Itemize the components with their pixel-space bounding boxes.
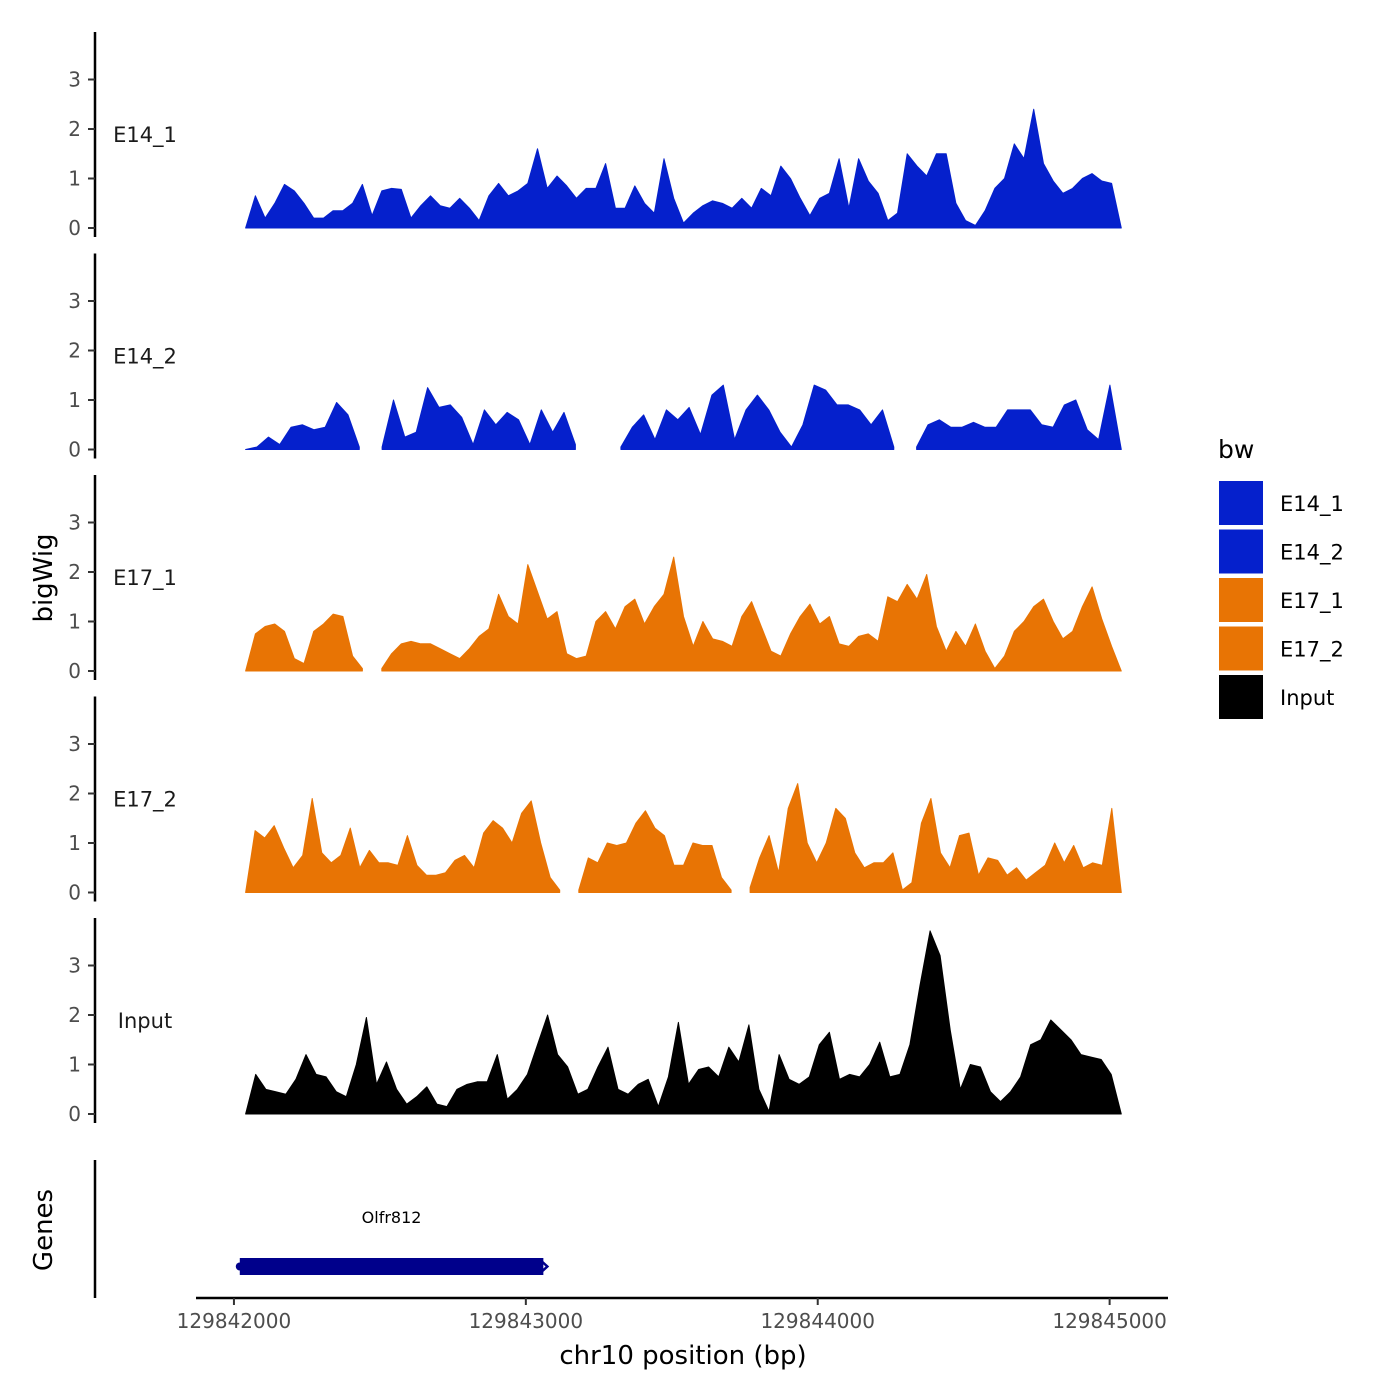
gene-body <box>239 1258 544 1275</box>
y-tick-label: 3 <box>68 732 81 756</box>
signal-area <box>578 810 732 893</box>
y-tick-label: 3 <box>68 68 81 92</box>
track-e17-1: 0 1 2 3 E17_1 <box>68 475 1122 683</box>
legend-swatch <box>1217 479 1265 527</box>
signal-area <box>245 930 1122 1115</box>
x-axis-title: chr10 position (bp) <box>559 1341 806 1371</box>
legend-title: bw <box>1218 435 1254 464</box>
genes-panel: Olfr812 <box>93 1160 550 1298</box>
legend-item: E14_2 <box>1217 527 1344 576</box>
legend-item: E17_1 <box>1217 576 1344 624</box>
legend-swatch <box>1217 576 1265 624</box>
y-tick-label: 0 <box>68 1102 81 1126</box>
track-label: E17_1 <box>113 566 177 591</box>
y-tick-label: 2 <box>68 339 81 363</box>
signal-area <box>381 387 576 450</box>
track-e17-2: 0 1 2 3 E17_2 <box>68 696 1122 905</box>
y-tick-label: 2 <box>68 782 81 806</box>
y-tick-label: 2 <box>68 117 81 141</box>
signal-tracks: 0 1 2 3 E14_1 0 1 2 3 E14_2 0 1 2 3 E17_1 0 1 2 3 E17_2 0 1 2 3… <box>68 32 1122 1126</box>
x-tick-label: 129843000 <box>469 1309 584 1333</box>
gene-label: Olfr812 <box>362 1208 422 1227</box>
y-tick-label: 2 <box>68 560 81 584</box>
track-label: Input <box>118 1009 172 1033</box>
signal-area <box>916 384 1122 450</box>
legend-label: E14_1 <box>1280 492 1344 517</box>
signal-area <box>245 108 1122 229</box>
y-tick-label: 0 <box>68 438 81 462</box>
track-label: E17_2 <box>113 788 177 813</box>
y-tick-label: 1 <box>68 388 81 412</box>
y-tick-label: 3 <box>68 511 81 535</box>
legend-label: Input <box>1280 686 1334 710</box>
legend-swatch <box>1217 673 1265 721</box>
y-tick-label: 0 <box>68 881 81 905</box>
signal-area <box>245 798 561 893</box>
track-label: E14_1 <box>113 123 177 148</box>
signal-area <box>749 783 1122 893</box>
genes-axis-title: Genes <box>29 1189 59 1271</box>
y-tick-label: 3 <box>68 954 81 978</box>
legend-item: E14_1 <box>1217 479 1344 527</box>
gene-strand-arrow <box>540 1260 550 1273</box>
legend-item: E17_2 <box>1217 624 1344 673</box>
legend-swatch <box>1217 527 1265 576</box>
legend-swatch <box>1217 624 1265 673</box>
legend-label: E14_2 <box>1280 541 1344 566</box>
y-tick-label: 1 <box>68 610 81 634</box>
x-tick-label: 129845000 <box>1052 1309 1167 1333</box>
y-tick-label: 1 <box>68 1053 81 1077</box>
signal-area <box>245 613 363 672</box>
track-e14-2: 0 1 2 3 E14_2 <box>68 253 1122 462</box>
y-tick-label: 0 <box>68 216 81 240</box>
track-e14-1: 0 1 2 3 E14_1 <box>68 32 1122 240</box>
legend-label: E17_2 <box>1280 638 1344 663</box>
y-tick-label: 1 <box>68 167 81 191</box>
signal-area <box>620 384 895 450</box>
signal-area <box>381 556 1122 672</box>
y-tick-label: 1 <box>68 831 81 855</box>
track-label: E14_2 <box>113 345 177 370</box>
legend-item: Input <box>1217 673 1334 721</box>
x-tick-label: 129844000 <box>760 1309 875 1333</box>
y-axis-title: bigWig <box>29 533 59 622</box>
y-tick-label: 3 <box>68 289 81 313</box>
signal-area <box>245 402 360 450</box>
gene-start-marker <box>235 1262 244 1271</box>
y-tick-label: 0 <box>68 659 81 683</box>
legend: bw E14_1 E14_2 E17_1 E17_2 Input <box>1217 435 1344 721</box>
track-input: 0 1 2 3 Input <box>68 918 1122 1126</box>
x-tick-label: 129842000 <box>177 1309 292 1333</box>
x-axis: 129842000 129843000 129844000 129845000 <box>177 1296 1168 1333</box>
y-tick-label: 2 <box>68 1003 81 1027</box>
legend-label: E17_1 <box>1280 589 1344 614</box>
